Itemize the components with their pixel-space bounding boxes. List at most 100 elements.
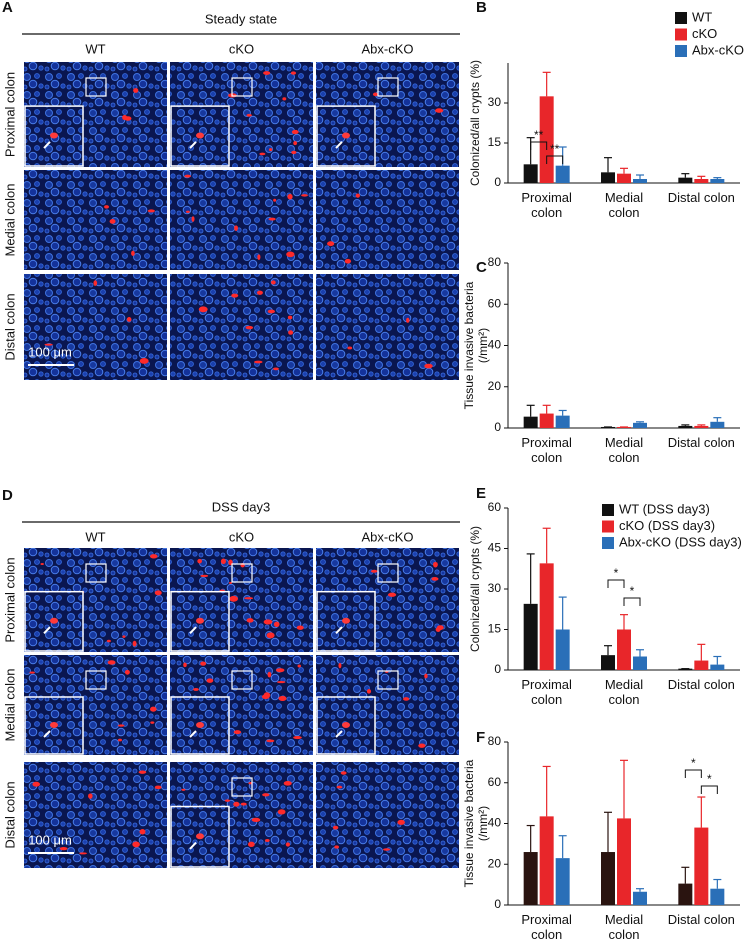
bacteria-signal xyxy=(139,358,149,364)
bacteria-signal xyxy=(200,574,209,578)
legend-swatch xyxy=(602,520,614,533)
panel-label: B xyxy=(476,0,487,16)
bar xyxy=(523,164,538,183)
arrow xyxy=(335,730,343,738)
x-tick-label: Medial colon xyxy=(604,435,644,465)
y-tick-label: 80 xyxy=(488,255,502,269)
bacteria-signal xyxy=(266,632,275,639)
x-tick-label: Proximal colon xyxy=(521,912,572,942)
bacteria-signal xyxy=(224,799,231,802)
x-tick-label: Distal colon xyxy=(667,677,735,692)
bacteria-signal xyxy=(262,793,270,797)
bar xyxy=(523,852,538,905)
micrograph xyxy=(316,170,459,270)
bacteria-signal xyxy=(435,627,441,632)
bacteria-signal xyxy=(50,722,58,728)
bar xyxy=(678,425,693,428)
row-label: Medial colon xyxy=(2,184,17,257)
bar xyxy=(710,664,725,670)
y-axis-unit: (/mm²) xyxy=(476,806,490,841)
bacteria-signal xyxy=(338,662,342,669)
y-tick-label: 0 xyxy=(494,662,501,676)
bar xyxy=(678,883,693,905)
bacteria-signal xyxy=(431,577,439,581)
y-tick-label: 40 xyxy=(488,816,502,830)
bacteria-signal xyxy=(263,71,271,75)
y-tick-label: 60 xyxy=(488,296,502,310)
bacteria-signal xyxy=(229,595,239,602)
inset-box xyxy=(231,670,253,690)
y-tick-label: 15 xyxy=(488,622,502,636)
bacteria-signal xyxy=(117,724,125,727)
bacteria-signal xyxy=(40,562,44,565)
bacteria-signal xyxy=(278,695,287,701)
bar xyxy=(555,415,570,428)
bacteria-signal xyxy=(355,193,360,198)
bacteria-signal xyxy=(122,635,126,638)
bar xyxy=(633,422,647,428)
condition-title: Steady state xyxy=(205,11,277,26)
legend-label: cKO (DSS day3) xyxy=(619,518,715,533)
bacteria-signal xyxy=(117,738,123,742)
bacteria-signal xyxy=(273,367,279,371)
bacteria-signal xyxy=(435,108,444,113)
bacteria-signal xyxy=(267,309,276,314)
inset-box xyxy=(231,563,253,583)
bacteria-signal xyxy=(124,669,130,675)
bar xyxy=(710,888,725,905)
bacteria-signal xyxy=(263,619,273,625)
y-tick-label: 0 xyxy=(494,175,501,189)
bacteria-signal xyxy=(139,829,146,835)
bacteria-signal xyxy=(126,316,132,322)
significance-label: * xyxy=(691,756,696,770)
bacteria-signal xyxy=(196,132,204,139)
y-tick-label: 45 xyxy=(488,541,502,555)
bacteria-signal xyxy=(244,597,254,600)
bacteria-signal xyxy=(149,554,158,559)
y-tick-label: 20 xyxy=(488,379,502,393)
bacteria-signal xyxy=(288,330,294,335)
bacteria-signal xyxy=(150,721,155,724)
y-tick-label: 60 xyxy=(488,775,502,789)
bacteria-signal xyxy=(240,802,247,806)
bar xyxy=(710,179,725,183)
y-tick-label: 15 xyxy=(488,135,502,149)
bacteria-signal xyxy=(191,216,195,222)
bar xyxy=(617,818,631,905)
scale-bar-label: 100 μm xyxy=(28,344,72,359)
y-tick-label: 20 xyxy=(488,856,502,870)
bacteria-signal xyxy=(366,689,372,694)
bacteria-signal xyxy=(154,590,162,596)
bacteria-signal xyxy=(246,113,252,117)
inset xyxy=(170,590,230,652)
bacteria-signal xyxy=(424,363,433,369)
bacteria-signal xyxy=(104,205,110,209)
y-tick-label: 30 xyxy=(488,95,502,109)
bacteria-signal xyxy=(79,852,87,855)
arrow xyxy=(43,730,51,738)
bar xyxy=(523,603,538,670)
x-tick-label: Distal colon xyxy=(667,190,735,205)
inset-box xyxy=(231,777,253,797)
bacteria-signal xyxy=(263,692,271,699)
micrograph xyxy=(316,762,459,868)
bacteria-signal xyxy=(291,150,297,155)
significance-label: ** xyxy=(534,128,544,142)
bacteria-signal xyxy=(196,833,204,840)
bacteria-signal xyxy=(286,251,295,258)
bacteria-signal xyxy=(382,848,391,851)
bacteria-signal xyxy=(124,116,132,121)
bacteria-signal xyxy=(196,617,204,624)
bacteria-signal xyxy=(245,325,254,330)
inset-box xyxy=(231,77,253,97)
x-tick-label: Medial colon xyxy=(604,912,644,942)
bacteria-signal xyxy=(200,661,207,666)
bacteria-signal xyxy=(59,846,68,851)
x-tick-label: Medial colon xyxy=(604,677,644,707)
bacteria-signal xyxy=(344,258,352,264)
y-axis-label: Colonized/all crypts (%) xyxy=(468,60,482,186)
bacteria-signal xyxy=(402,697,410,701)
x-tick-label: Proximal colon xyxy=(521,190,572,220)
row-label: Medial colon xyxy=(2,669,17,742)
